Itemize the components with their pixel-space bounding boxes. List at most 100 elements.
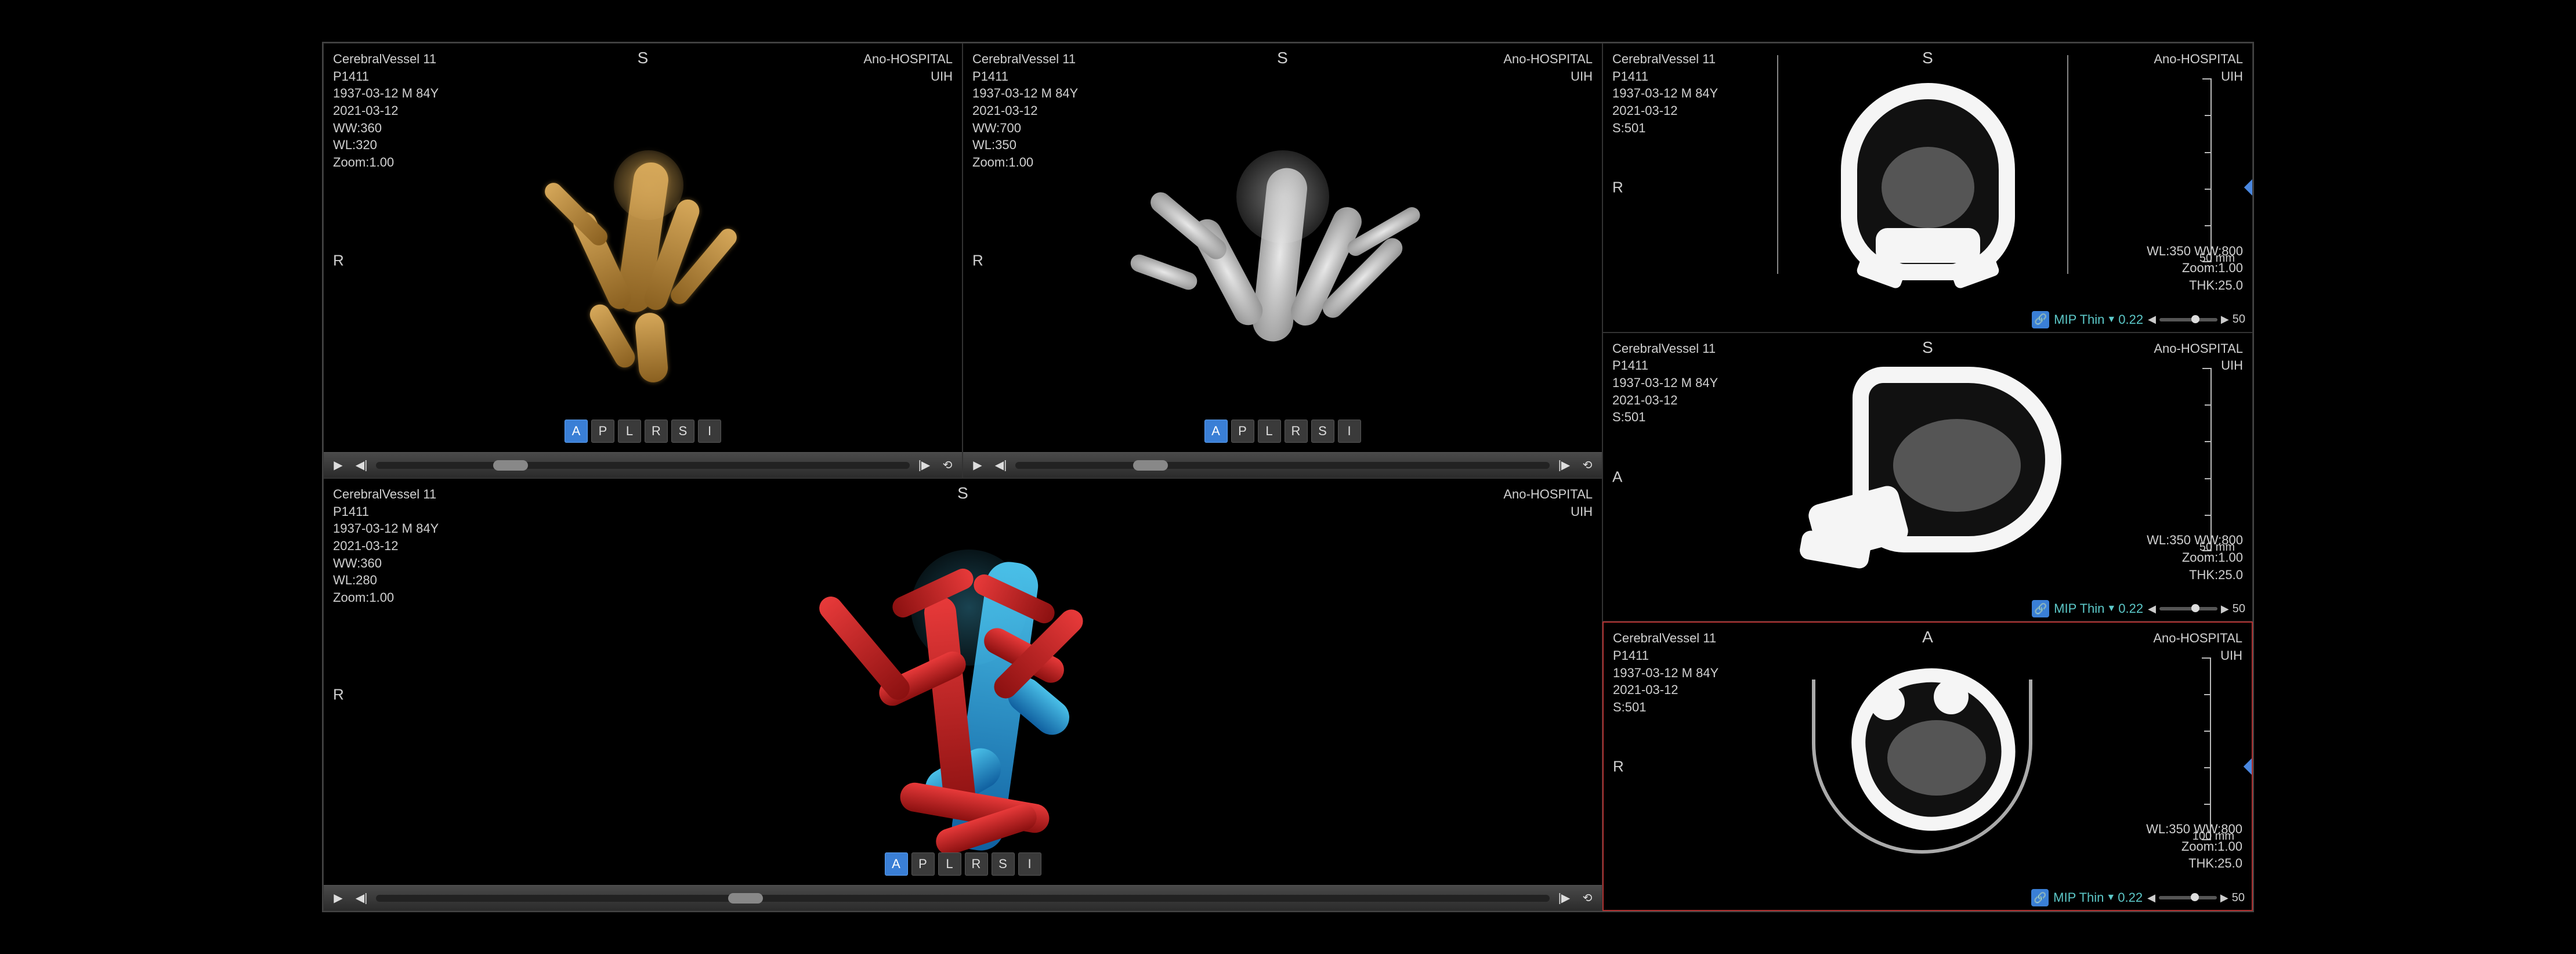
play-icon[interactable]: ▶ xyxy=(330,457,347,474)
slider-max: 50 xyxy=(2233,602,2245,616)
timeline-track[interactable] xyxy=(376,895,1550,902)
chevron-down-icon: ▼ xyxy=(2107,315,2116,325)
slider-track[interactable] xyxy=(2159,896,2217,899)
chevron-down-icon: ▼ xyxy=(2106,892,2115,903)
timeline-thumb[interactable] xyxy=(728,893,763,904)
slider-thumb[interactable] xyxy=(2191,893,2199,901)
skull-axial xyxy=(1789,645,2067,888)
chevron-down-icon: ▼ xyxy=(2107,604,2116,614)
orient-btn-a[interactable]: A xyxy=(565,420,588,443)
render-canvas[interactable] xyxy=(324,44,962,478)
viewer-frame: CerebralVessel 11 P1411 1937-03-12 M 84Y… xyxy=(322,42,2254,912)
mpr-controls: 🔗 MIP Thin ▼ 0.22 ◀ ▶ 50 xyxy=(2031,889,2245,906)
orient-btn-l[interactable]: L xyxy=(618,420,641,443)
mip-value: 0.22 xyxy=(2118,312,2143,327)
slab-slider: ◀ ▶ 50 xyxy=(2148,602,2245,616)
orient-btn-r[interactable]: R xyxy=(1285,420,1308,443)
orient-btn-p[interactable]: P xyxy=(591,420,614,443)
orient-btn-i[interactable]: I xyxy=(698,420,721,443)
slab-slider: ◀ ▶ 50 xyxy=(2147,891,2245,905)
slider-dec-icon[interactable]: ◀ xyxy=(2147,892,2155,904)
orient-btn-a[interactable]: A xyxy=(1204,420,1228,443)
orient-btn-r[interactable]: R xyxy=(645,420,668,443)
pane-mpr-sagittal[interactable]: CerebralVessel 11 P1411 1937-03-12 M 84Y… xyxy=(1602,333,2253,622)
mip-value: 0.22 xyxy=(2118,601,2143,616)
render-canvas[interactable] xyxy=(324,479,1602,910)
slab-slider: ◀ ▶ 50 xyxy=(2148,313,2245,326)
mpr-controls: 🔗 MIP Thin ▼ 0.22 ◀ ▶ 50 xyxy=(2032,600,2245,617)
orientation-buttons: A P L R S I xyxy=(885,852,1041,876)
mip-value: 0.22 xyxy=(2118,890,2143,905)
link-icon[interactable]: 🔗 xyxy=(2031,889,2049,906)
mip-mode-dropdown[interactable]: MIP Thin ▼ 0.22 xyxy=(2053,890,2143,905)
orient-btn-s[interactable]: S xyxy=(671,420,694,443)
orientation-buttons: A P L R S I xyxy=(1204,420,1361,443)
render-canvas[interactable] xyxy=(1603,333,2252,621)
timeline-thumb[interactable] xyxy=(1133,460,1168,471)
step-back-icon[interactable]: ◀| xyxy=(992,457,1010,474)
slider-inc-icon[interactable]: ▶ xyxy=(2221,313,2229,326)
loop-icon[interactable]: ⟲ xyxy=(1579,890,1596,907)
slider-dec-icon[interactable]: ◀ xyxy=(2148,603,2156,615)
pane-3d-gold[interactable]: CerebralVessel 11 P1411 1937-03-12 M 84Y… xyxy=(323,43,963,478)
slider-thumb[interactable] xyxy=(2191,315,2199,323)
step-fwd-icon[interactable]: |▶ xyxy=(1555,890,1573,907)
step-fwd-icon[interactable]: |▶ xyxy=(916,457,933,474)
slider-inc-icon[interactable]: ▶ xyxy=(2221,603,2229,615)
orient-btn-i[interactable]: I xyxy=(1338,420,1361,443)
orient-btn-l[interactable]: L xyxy=(938,852,961,876)
pane-3d-fusion[interactable]: CerebralVessel 11 P1411 1937-03-12 M 84Y… xyxy=(323,478,1602,911)
vessel-art-gray xyxy=(1120,133,1445,388)
render-canvas[interactable] xyxy=(1604,623,2252,910)
slider-inc-icon[interactable]: ▶ xyxy=(2220,892,2228,904)
vessel-art-fusion xyxy=(760,515,1166,874)
orient-btn-s[interactable]: S xyxy=(992,852,1015,876)
orient-btn-a[interactable]: A xyxy=(885,852,908,876)
slider-max: 50 xyxy=(2232,891,2245,905)
orientation-buttons: A P L R S I xyxy=(565,420,721,443)
mip-mode-dropdown[interactable]: MIP Thin ▼ 0.22 xyxy=(2054,601,2143,616)
loop-icon[interactable]: ⟲ xyxy=(939,457,956,474)
mip-label: MIP Thin xyxy=(2054,312,2104,327)
step-fwd-icon[interactable]: |▶ xyxy=(1555,457,1573,474)
cine-timeline: ▶ ◀| |▶ ⟲ xyxy=(324,885,1602,910)
left-column: CerebralVessel 11 P1411 1937-03-12 M 84Y… xyxy=(323,43,1602,911)
link-icon[interactable]: 🔗 xyxy=(2032,311,2049,328)
orient-btn-s[interactable]: S xyxy=(1311,420,1334,443)
play-icon[interactable]: ▶ xyxy=(330,890,347,907)
right-column: CerebralVessel 11 P1411 1937-03-12 M 84Y… xyxy=(1602,43,2253,911)
loop-icon[interactable]: ⟲ xyxy=(1579,457,1596,474)
slider-max: 50 xyxy=(2233,313,2245,326)
step-back-icon[interactable]: ◀| xyxy=(353,457,370,474)
top-row: CerebralVessel 11 P1411 1937-03-12 M 84Y… xyxy=(323,43,1602,478)
slider-track[interactable] xyxy=(2159,607,2217,610)
skull-coronal xyxy=(1806,77,2050,298)
slider-dec-icon[interactable]: ◀ xyxy=(2148,313,2156,326)
pane-mpr-coronal[interactable]: CerebralVessel 11 P1411 1937-03-12 M 84Y… xyxy=(1602,43,2253,333)
mip-mode-dropdown[interactable]: MIP Thin ▼ 0.22 xyxy=(2054,312,2143,327)
pane-3d-gray[interactable]: CerebralVessel 11 P1411 1937-03-12 M 84Y… xyxy=(963,43,1602,478)
timeline-track[interactable] xyxy=(1015,462,1550,469)
slider-track[interactable] xyxy=(2159,318,2217,321)
cine-timeline: ▶ ◀| |▶ ⟲ xyxy=(324,452,962,478)
timeline-track[interactable] xyxy=(376,462,910,469)
timeline-thumb[interactable] xyxy=(493,460,528,471)
link-icon[interactable]: 🔗 xyxy=(2032,600,2049,617)
orient-btn-i[interactable]: I xyxy=(1018,852,1041,876)
mip-label: MIP Thin xyxy=(2053,890,2104,905)
orient-btn-l[interactable]: L xyxy=(1258,420,1281,443)
pane-mpr-axial[interactable]: CerebralVessel 11 P1411 1937-03-12 M 84Y… xyxy=(1602,621,2253,911)
app-root: CerebralVessel 11 P1411 1937-03-12 M 84Y… xyxy=(0,0,2576,954)
mip-label: MIP Thin xyxy=(2054,601,2104,616)
cine-timeline: ▶ ◀| |▶ ⟲ xyxy=(963,452,1602,478)
skull-sagittal xyxy=(1777,361,2079,593)
play-icon[interactable]: ▶ xyxy=(969,457,986,474)
render-canvas[interactable] xyxy=(1603,44,2252,332)
orient-btn-r[interactable]: R xyxy=(965,852,988,876)
slider-thumb[interactable] xyxy=(2191,604,2199,612)
render-canvas[interactable] xyxy=(963,44,1602,478)
step-back-icon[interactable]: ◀| xyxy=(353,890,370,907)
orient-btn-p[interactable]: P xyxy=(1231,420,1254,443)
orient-btn-p[interactable]: P xyxy=(911,852,935,876)
vessel-art-gold xyxy=(521,139,765,382)
